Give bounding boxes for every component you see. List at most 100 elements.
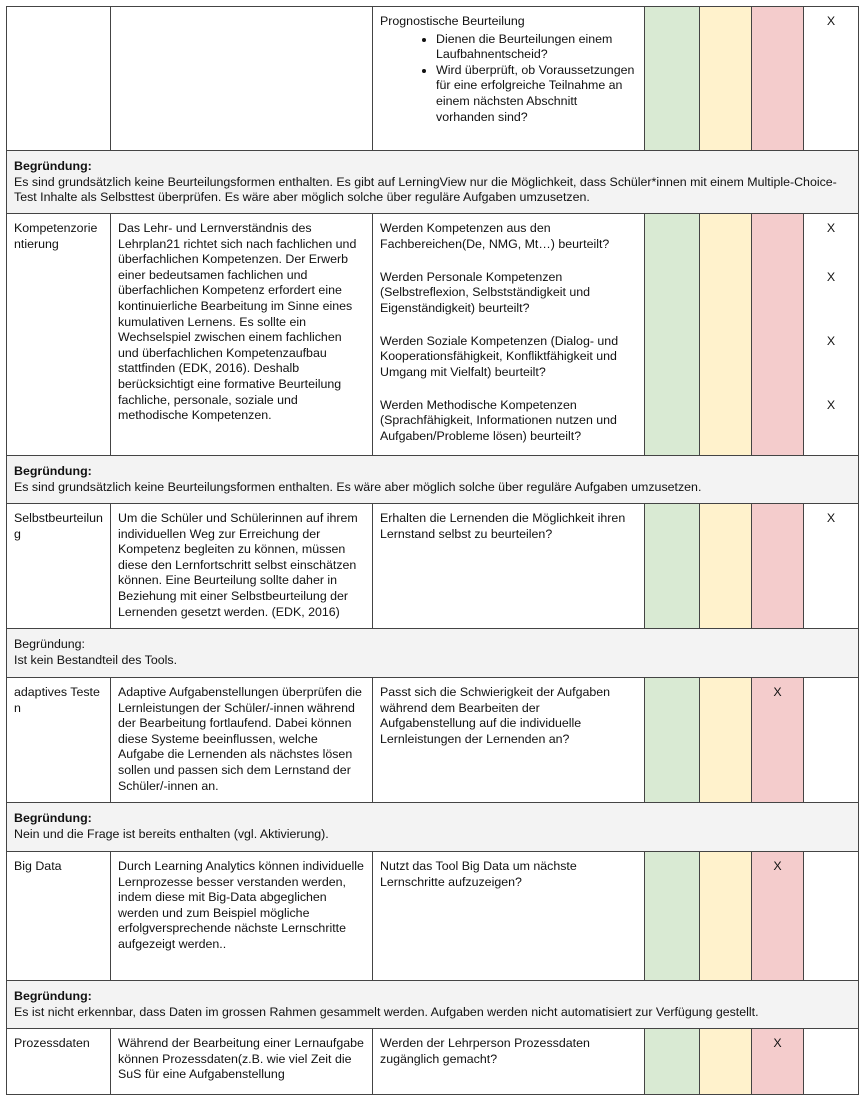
question: Passt sich die Schwierigkeit der Aufgabe… [380,685,611,746]
reason-row: Begründung: Es sind grundsätzlich keine B… [6,455,859,504]
rating-cell: X [751,1028,804,1095]
question: Werden Personale Kompetenzen (Selbstrefl… [380,269,591,315]
reason-row: Begründung: Es sind grundsätzlich keine B… [6,150,859,214]
description-cell [110,6,373,151]
question-cell: Werden der Lehrperson Prozessdaten zugän… [372,1028,645,1095]
rating-cell: X [803,6,859,151]
reason-text: Es sind grundsätzlich keine Beurteilungs… [14,479,702,494]
rating-cell [644,326,700,391]
rating-cell [699,1028,752,1095]
reason-cell: Begründung: Es ist nicht erkennbar, dass … [6,980,859,1029]
rating-cell [699,503,752,629]
criterion: Kompetenzorientierung [14,221,98,251]
bullet: Wird überprüft, ob Voraussetzungen für e… [436,63,637,125]
criterion: Big Data [14,859,62,873]
criterion: Selbstbeurteilung [14,511,103,541]
question-cell: Nutzt das Tool Big Data um nächste Lerns… [372,851,645,981]
reason-cell: Begründung: Nein und die Frage ist bereit… [6,802,859,852]
question: Werden Methodische Kompetenzen (Sprachfä… [380,397,617,443]
criterion: Prozessdaten [14,1036,90,1050]
question: Nutzt das Tool Big Data um nächste Lerns… [380,859,577,889]
rating-cell [644,262,700,327]
question-cell: Werden Kompetenzen aus den Fachbereichen… [372,213,645,263]
assessment-table: Prognostische Beurteilung Dienen die Beur… [6,6,859,1095]
description: Adaptive Aufgabenstellungen überprüfen d… [118,685,362,793]
rating-mark: X [773,859,782,873]
rating-mark: X [773,1036,782,1050]
rating-cell [644,677,700,803]
reason-row: Begründung: Es ist nicht erkennbar, dass … [6,980,859,1029]
rating-cell [699,390,752,456]
criterion-cell: adaptives Testen [6,677,111,803]
rating-mark: X [773,685,782,699]
description-cell: Während der Bearbeitung einer Lernaufgab… [110,1028,373,1095]
rating-cell [751,6,804,151]
reason-text: Es sind grundsätzlich keine Beurteilungs… [14,174,837,205]
criterion: adaptives Testen [14,685,100,715]
rating-cell [803,1028,859,1095]
question-cell: Passt sich die Schwierigkeit der Aufgabe… [372,677,645,803]
criterion-row: Prognostische Beurteilung Dienen die Beur… [6,6,859,151]
rating-mark: X [826,221,836,235]
rating-cell [644,1028,700,1095]
reason-label: Begründung: [14,464,92,478]
rating-cell: X [803,503,859,629]
criterion-cell: Selbstbeurteilung [6,503,111,629]
question-cell: Werden Soziale Kompetenzen (Dialog- und … [372,326,645,391]
criterion-cell: Big Data [6,851,111,981]
rating-mark: X [826,397,836,412]
rating-cell [751,213,804,263]
criterion-row: Big Data Durch Learning Analytics können … [6,851,859,981]
question-cell: Werden Methodische Kompetenzen (Sprachfä… [372,390,645,456]
reason-cell: Begründung: Es sind grundsätzlich keine B… [6,455,859,504]
reason-text: Nein und die Frage ist bereits enthalten… [14,826,329,841]
rating-cell: X [803,390,859,456]
criterion-row: Werden Personale Kompetenzen (Selbstrefl… [7,262,859,327]
criterion-row: Prozessdaten Während der Bearbeitung eine… [6,1028,859,1095]
question-cell: Prognostische Beurteilung Dienen die Beur… [372,6,645,151]
rating-cell [644,213,700,263]
description: Während der Bearbeitung einer Lernaufgab… [118,1036,364,1082]
rating-cell [644,503,700,629]
rating-mark: X [826,269,836,284]
rating-cell [751,326,804,391]
question: Werden Kompetenzen aus den Fachbereichen… [380,221,610,251]
reason-cell: Begründung: Es sind grundsätzlich keine B… [6,150,859,214]
criterion-row: Kompetenzorientierung Das Lehr- und Lernv… [6,213,859,456]
description: Das Lehr- und Lernverständnis des Lehrpl… [118,221,357,423]
rating-cell: X [751,677,804,803]
reason-label: Begründung: [14,811,92,825]
description-cell: Das Lehr- und Lernverständnis des Lehrpl… [110,213,373,456]
rating-cell [644,6,700,151]
rating-cell [699,6,752,151]
description-cell: Durch Learning Analytics können individu… [110,851,373,981]
rating-cell [644,390,700,456]
question: Erhalten die Lernenden die Möglichkeit i… [380,511,626,541]
rating-cell: X [751,851,804,981]
rating-cell: X [803,213,859,263]
reason-label: Begründung: [14,637,85,651]
criterion-row: Selbstbeurteilung Um die Schüler und Schü… [6,503,859,629]
reason-text: Ist kein Bestandteil des Tools. [14,652,178,667]
bullet-list: Dienen die Beurteilungen einem Laufbahne… [380,32,637,126]
rating-mark: X [826,511,836,525]
description-cell: Adaptive Aufgabenstellungen überprüfen d… [110,677,373,803]
description: Um die Schüler und Schülerinnen auf ihre… [118,511,358,619]
rating-cell [751,503,804,629]
question: Werden Soziale Kompetenzen (Dialog- und … [380,333,619,379]
rating-cell: X [803,326,859,391]
reason-label: Begründung: [14,159,92,173]
reason-text: Es ist nicht erkennbar, dass Daten im gr… [14,1004,759,1019]
rating-cell [803,851,859,981]
description-cell: Um die Schüler und Schülerinnen auf ihre… [110,503,373,629]
rating-cell [699,262,752,327]
rating-cell [699,677,752,803]
rating-cell [751,262,804,327]
rating-cell [699,851,752,981]
rating-mark: X [826,14,836,28]
rating-cell [699,213,752,263]
bullet: Dienen die Beurteilungen einem Laufbahne… [436,32,637,63]
rating-cell [803,677,859,803]
question-cell: Werden Personale Kompetenzen (Selbstrefl… [372,262,645,327]
